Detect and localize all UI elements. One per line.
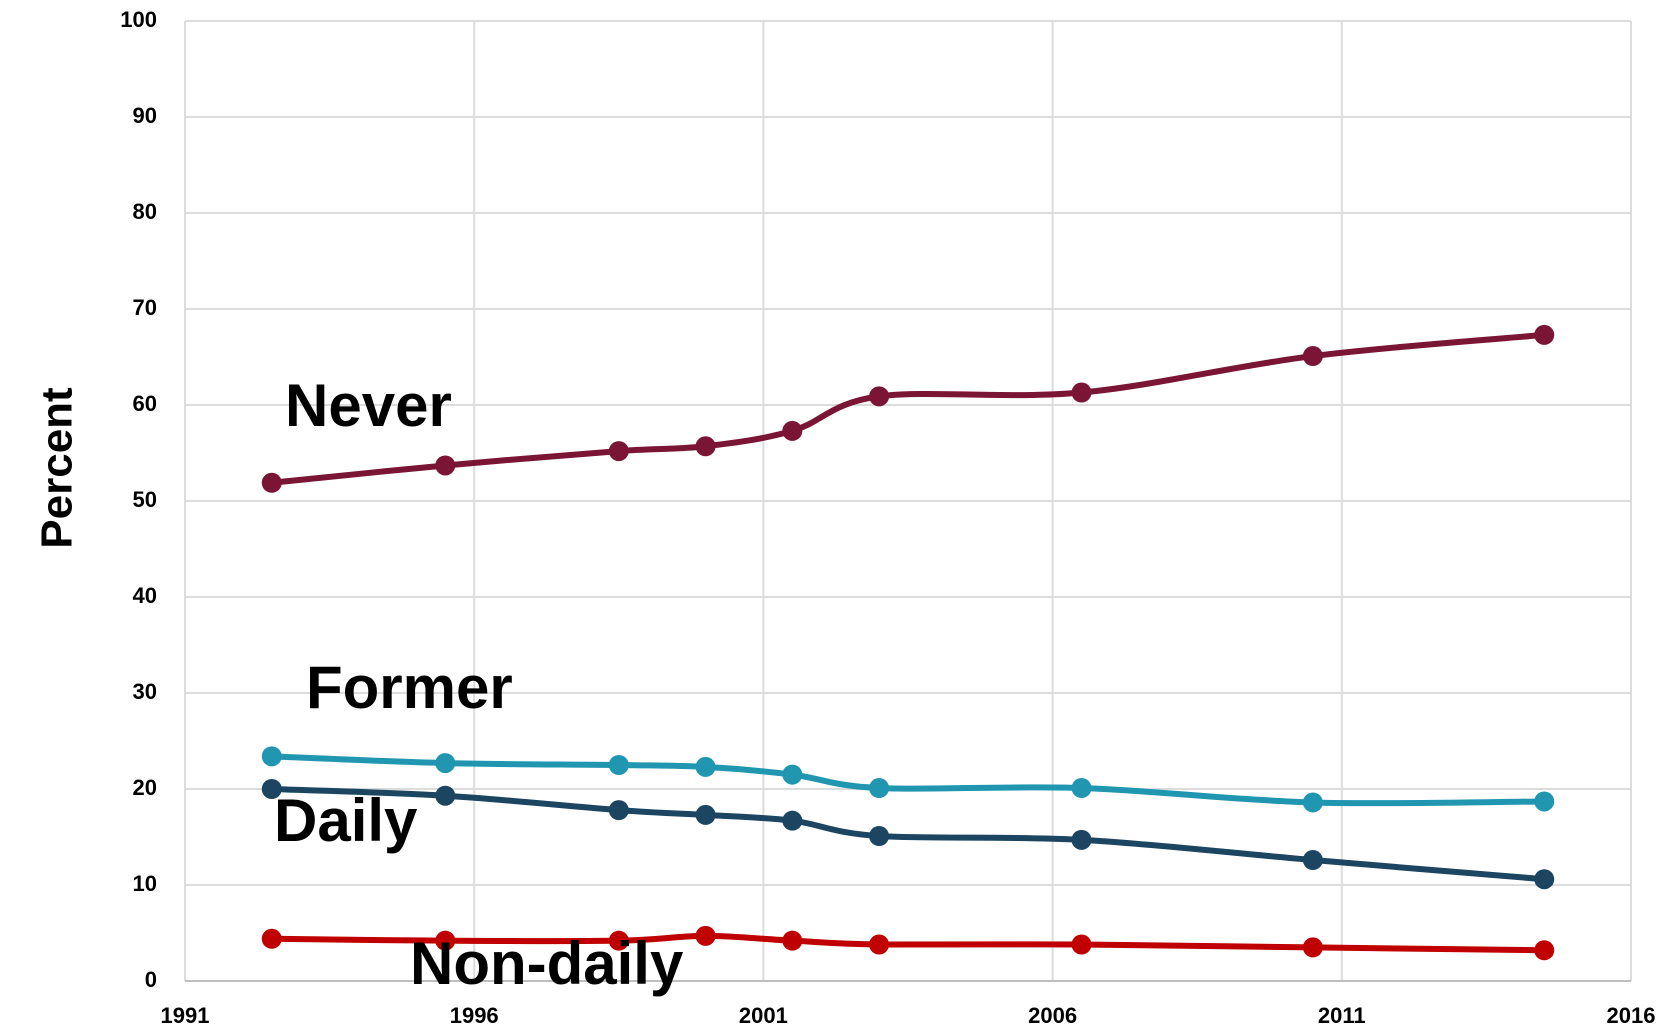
data-point xyxy=(1071,934,1092,955)
y-tick-label: 20 xyxy=(133,775,157,800)
data-point xyxy=(608,441,629,462)
data-point xyxy=(869,778,890,799)
x-tick-label: 2006 xyxy=(1028,1003,1077,1028)
x-tick-label: 2001 xyxy=(739,1003,788,1028)
y-tick-label: 40 xyxy=(133,583,157,608)
series-label: Former xyxy=(306,654,513,721)
y-tick-label: 100 xyxy=(120,7,157,32)
y-tick-label: 50 xyxy=(133,487,157,512)
data-point xyxy=(695,804,716,825)
data-point xyxy=(435,753,456,774)
data-point xyxy=(695,756,716,777)
data-point xyxy=(261,928,282,949)
series-label: Never xyxy=(285,372,452,439)
data-point xyxy=(1302,850,1323,871)
data-point xyxy=(1534,869,1555,890)
data-point xyxy=(695,436,716,457)
y-axis-title: Percent xyxy=(33,387,82,549)
y-tick-label: 70 xyxy=(133,295,157,320)
data-point xyxy=(261,746,282,767)
x-tick-label: 2011 xyxy=(1318,1003,1366,1028)
data-point xyxy=(1534,324,1555,345)
x-tick-label: 1996 xyxy=(450,1003,499,1028)
data-point xyxy=(608,930,629,951)
data-point xyxy=(869,934,890,955)
data-point xyxy=(782,764,803,785)
data-point xyxy=(869,826,890,847)
series-label: Daily xyxy=(274,787,418,854)
series-label: Non-daily xyxy=(410,930,684,997)
data-point xyxy=(1071,829,1092,850)
data-point xyxy=(782,420,803,441)
data-point xyxy=(608,755,629,775)
y-tick-label: 90 xyxy=(133,103,157,128)
data-point xyxy=(435,455,456,476)
series-line xyxy=(271,753,1545,807)
series-line xyxy=(271,932,1545,954)
y-tick-label: 60 xyxy=(133,391,157,416)
data-point xyxy=(869,386,890,407)
x-tick-label: 2016 xyxy=(1607,1003,1656,1028)
y-tick-label: 30 xyxy=(133,679,157,704)
data-point xyxy=(435,785,456,806)
data-point xyxy=(608,800,629,821)
data-point xyxy=(1302,792,1323,813)
data-point xyxy=(1302,346,1323,367)
data-point xyxy=(695,925,716,946)
x-tick-label: 1991 xyxy=(161,1003,210,1028)
data-point xyxy=(261,779,282,799)
y-tick-label: 0 xyxy=(145,967,157,992)
data-point xyxy=(261,472,282,493)
data-point xyxy=(1071,778,1092,799)
data-point xyxy=(1534,791,1555,812)
data-point xyxy=(1302,937,1323,958)
data-point xyxy=(1534,940,1555,961)
data-point xyxy=(1071,382,1092,403)
data-point xyxy=(782,930,803,951)
data-point xyxy=(782,810,803,831)
series-line xyxy=(271,786,1545,883)
y-tick-label: 10 xyxy=(133,871,157,896)
series-line xyxy=(271,331,1545,486)
y-tick-label: 80 xyxy=(133,199,157,224)
data-point xyxy=(435,930,456,951)
